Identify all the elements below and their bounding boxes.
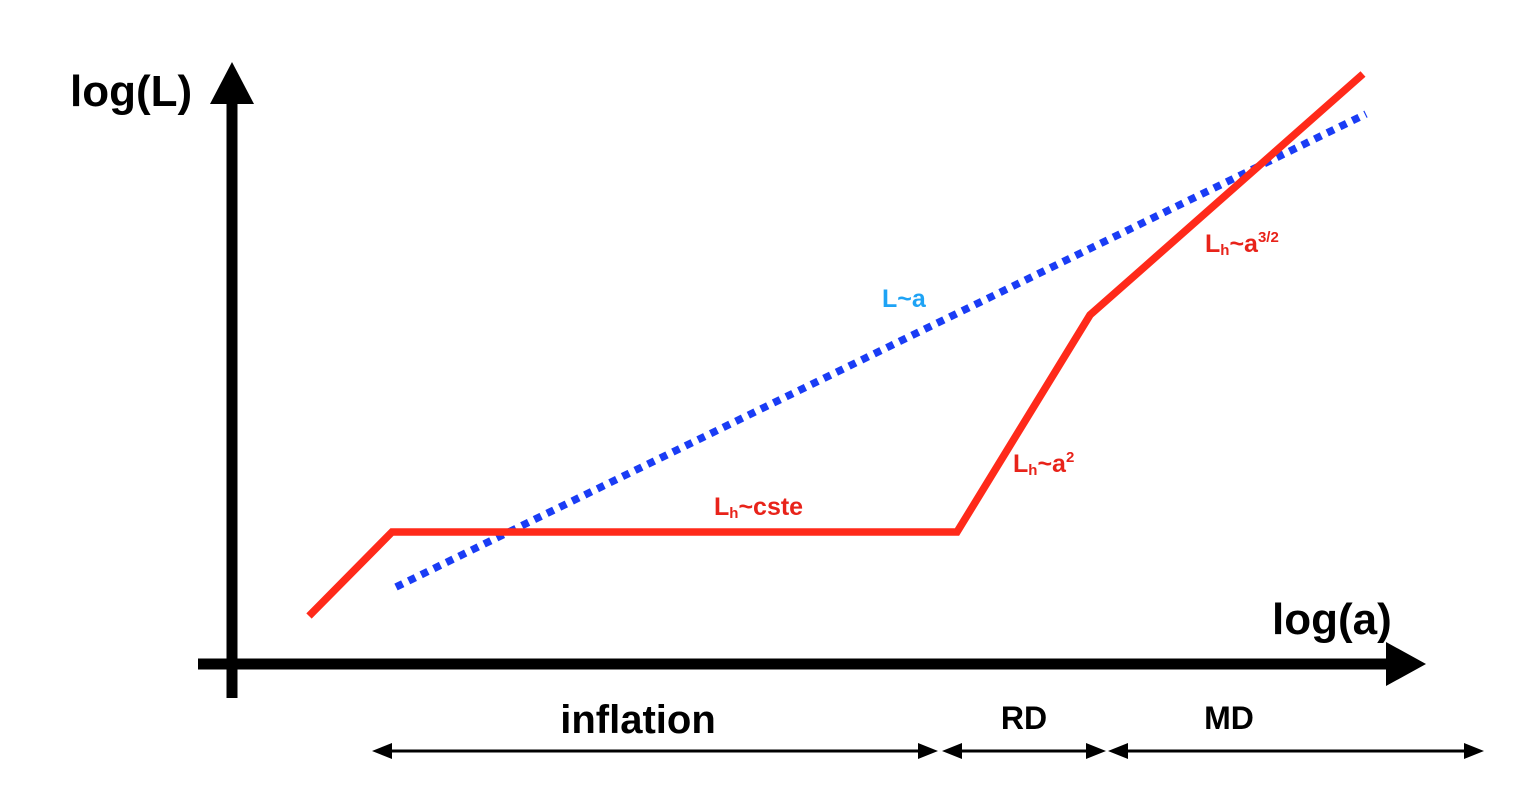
hubble-label-md: Lh~a3/2: [1205, 229, 1279, 259]
era-arrowhead-left: [372, 743, 392, 759]
era-arrowhead-right: [1086, 743, 1106, 759]
era-label-inflation: inflation: [560, 698, 716, 742]
y-axis-arrowhead: [210, 62, 254, 104]
era-arrowhead-right: [918, 743, 938, 759]
era-label-md: MD: [1204, 700, 1254, 736]
era-arrowhead-right: [1464, 743, 1484, 759]
era-arrowhead-left: [942, 743, 962, 759]
era-range-inflation: [372, 743, 938, 759]
era-range-rd: [942, 743, 1106, 759]
scale-curve-label: L~a: [882, 285, 927, 313]
x-axis-label: log(a): [1272, 595, 1392, 644]
x-axis-arrowhead: [1386, 642, 1426, 686]
hubble-label-rd: Lh~a2: [1013, 449, 1074, 479]
era-range-md: [1108, 743, 1484, 759]
era-arrowhead-left: [1108, 743, 1128, 759]
hubble-label-cste: Lh~cste: [714, 493, 803, 522]
scale-curve: [394, 110, 1368, 591]
y-axis-label: log(L): [70, 67, 192, 116]
era-label-rd: RD: [1001, 700, 1047, 736]
hubble-curve: [306, 71, 1366, 619]
